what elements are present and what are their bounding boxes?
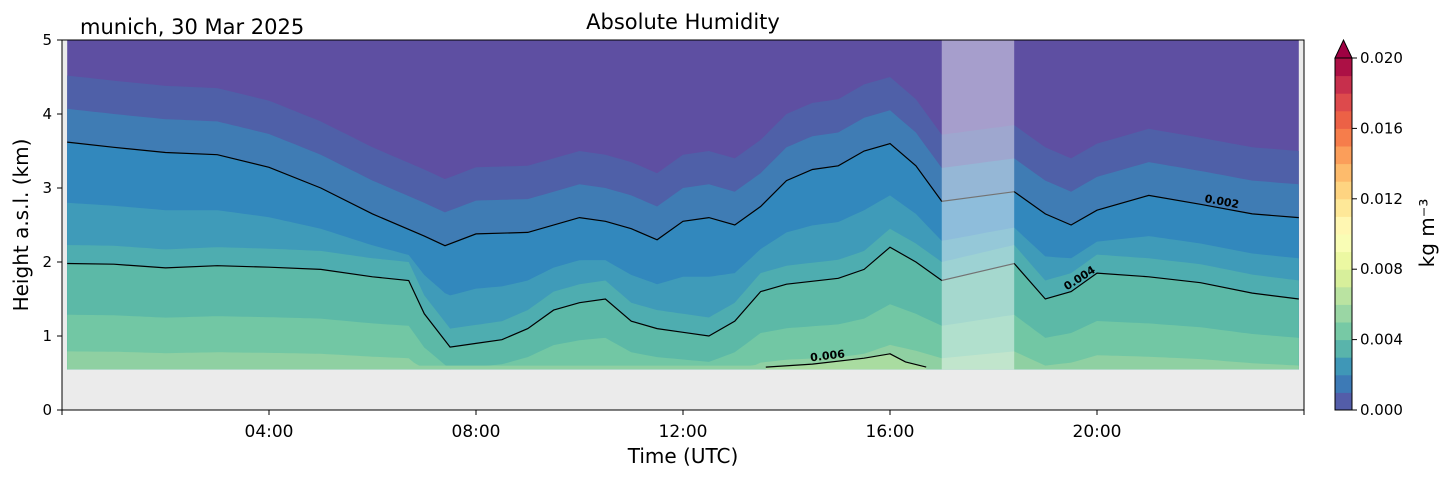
y-tick-label: 2 bbox=[42, 253, 52, 271]
colorbar-segment bbox=[1335, 163, 1352, 182]
colorbar-segment bbox=[1335, 339, 1352, 358]
colorbar-segment bbox=[1335, 304, 1352, 323]
colorbar-segment bbox=[1335, 251, 1352, 270]
y-axis-label: Height a.s.l. (km) bbox=[9, 139, 33, 312]
colorbar-tick-label: 0.000 bbox=[1360, 401, 1403, 419]
colorbar-tick-label: 0.008 bbox=[1360, 260, 1403, 278]
contour-line-0.004 bbox=[67, 246, 1299, 348]
colorbar-segment bbox=[1335, 216, 1352, 235]
band-0.005 bbox=[67, 344, 1299, 370]
x-tick-label: 20:00 bbox=[1073, 422, 1122, 442]
x-axis-label: Time (UTC) bbox=[627, 444, 739, 468]
y-tick-label: 0 bbox=[42, 401, 52, 419]
y-tick-label: 5 bbox=[42, 31, 52, 49]
colorbar-segment bbox=[1335, 322, 1352, 341]
x-tick-label: 16:00 bbox=[866, 422, 915, 442]
colorbar-segment bbox=[1335, 58, 1352, 77]
colorbar-segment bbox=[1335, 234, 1352, 253]
chart-subtitle: munich, 30 Mar 2025 bbox=[80, 15, 304, 39]
colorbar-tick-label: 0.004 bbox=[1360, 331, 1403, 349]
colorbar-segment bbox=[1335, 392, 1352, 411]
y-tick-label: 4 bbox=[42, 105, 52, 123]
colorbar-segment bbox=[1335, 181, 1352, 200]
colorbar-tick-label: 0.012 bbox=[1360, 190, 1403, 208]
colorbar-tick-label: 0.016 bbox=[1360, 119, 1403, 137]
missing-data-band bbox=[941, 40, 1015, 370]
contour-line-0.006 bbox=[765, 353, 927, 368]
x-tick-label: 12:00 bbox=[659, 422, 708, 442]
colorbar-segment bbox=[1335, 146, 1352, 165]
x-axis: 04:00 08:00 12:00 16:00 20:00 bbox=[61, 410, 1305, 442]
band-0.006 bbox=[765, 353, 927, 370]
x-tick-label: 08:00 bbox=[452, 422, 501, 442]
colorbar-tick-label: 0.020 bbox=[1360, 49, 1403, 67]
colorbar-segment bbox=[1335, 110, 1352, 129]
colorbar-label: kg m⁻³ bbox=[1415, 199, 1439, 268]
colorbar-segment bbox=[1335, 374, 1352, 393]
y-axis: 0 1 2 3 4 5 bbox=[42, 31, 62, 419]
colorbar-segment bbox=[1335, 198, 1352, 217]
contour-line-0.002 bbox=[67, 141, 1299, 247]
colorbar-extend-arrow bbox=[1334, 38, 1353, 59]
colorbar-segment bbox=[1335, 93, 1352, 112]
contour-label-0.006: 0.006 bbox=[809, 347, 845, 364]
colorbar-segment bbox=[1335, 286, 1352, 305]
humidity-fill-bands bbox=[67, 40, 1299, 370]
colorbar-segment bbox=[1335, 357, 1352, 376]
chart-title: Absolute Humidity bbox=[586, 10, 780, 34]
colorbar-segment bbox=[1335, 269, 1352, 288]
y-tick-label: 1 bbox=[42, 327, 52, 345]
colorbar: 0.000 0.004 0.008 0.012 0.016 0.020 bbox=[1334, 38, 1403, 419]
contour-label-0.002: 0.002 bbox=[1204, 192, 1241, 211]
x-tick-label: 04:00 bbox=[245, 422, 294, 442]
y-tick-label: 3 bbox=[42, 179, 52, 197]
colorbar-segment bbox=[1335, 128, 1352, 147]
colorbar-segment bbox=[1335, 75, 1352, 94]
colorbar-frame bbox=[1334, 57, 1353, 411]
band-0.0045 bbox=[67, 304, 1299, 370]
